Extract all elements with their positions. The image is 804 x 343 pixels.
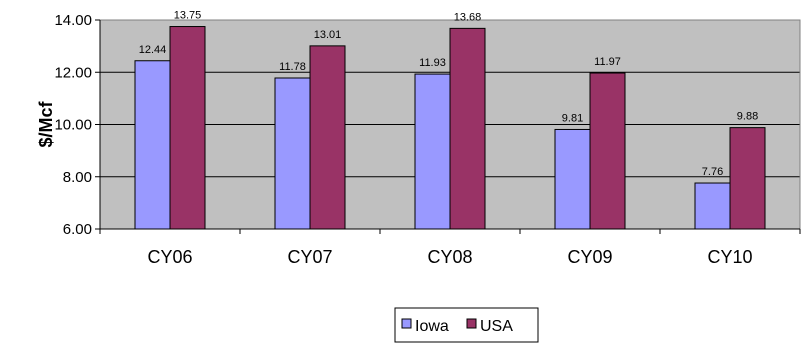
x-tick-label: CY06: [147, 247, 192, 267]
data-label: 11.78: [279, 61, 306, 73]
data-label: 9.88: [737, 111, 758, 123]
x-tick-label: CY09: [567, 247, 612, 267]
y-tick-label: 12.00: [54, 64, 92, 81]
bar-usa-cy07: [309, 45, 346, 230]
legend-swatch-usa: [466, 318, 477, 329]
bars: [134, 26, 766, 230]
bar-iowa-cy08: [414, 73, 451, 230]
y-tick-label: 8.00: [63, 169, 92, 186]
data-label: 11.93: [419, 57, 446, 69]
legend-label-iowa: Iowa: [415, 318, 449, 335]
bar-iowa-cy06: [134, 60, 171, 230]
y-tick-label: 10.00: [54, 117, 92, 134]
data-label: 7.76: [702, 166, 723, 178]
data-label: 12.44: [139, 44, 167, 56]
data-label: 13.68: [454, 11, 482, 23]
data-labels: 12.44 13.75 11.78 13.01 11.93 13.68 9.81 11.97 7…: [139, 10, 758, 178]
bar-usa-cy06: [169, 26, 206, 230]
y-axis-title: $/Mcf: [36, 100, 56, 147]
bar-iowa-cy10: [694, 182, 731, 230]
y-tick-label: 6.00: [63, 221, 92, 238]
bar-usa-cy10: [729, 127, 766, 230]
bar-usa-cy09: [589, 72, 626, 230]
legend-label-usa: USA: [480, 318, 513, 335]
legend-swatch-iowa: [401, 318, 412, 329]
legend: Iowa USA: [394, 307, 539, 343]
data-label: 13.75: [174, 10, 202, 22]
data-label: 13.01: [314, 29, 342, 41]
y-tick-label: 14.00: [54, 12, 92, 29]
bar-iowa-cy07: [274, 77, 311, 230]
bar-iowa-cy09: [554, 128, 591, 230]
x-tick-label: CY07: [287, 247, 332, 267]
data-label: 9.81: [562, 112, 583, 124]
x-tick-label: CY08: [427, 247, 472, 267]
x-axis: CY06 CY07 CY08 CY09 CY10: [99, 228, 801, 267]
bar-usa-cy08: [449, 27, 486, 230]
data-label: 11.97: [594, 56, 621, 68]
x-tick-label: CY10: [707, 247, 752, 267]
y-axis: 6.00 8.00 10.00 12.00 14.00: [54, 12, 101, 238]
